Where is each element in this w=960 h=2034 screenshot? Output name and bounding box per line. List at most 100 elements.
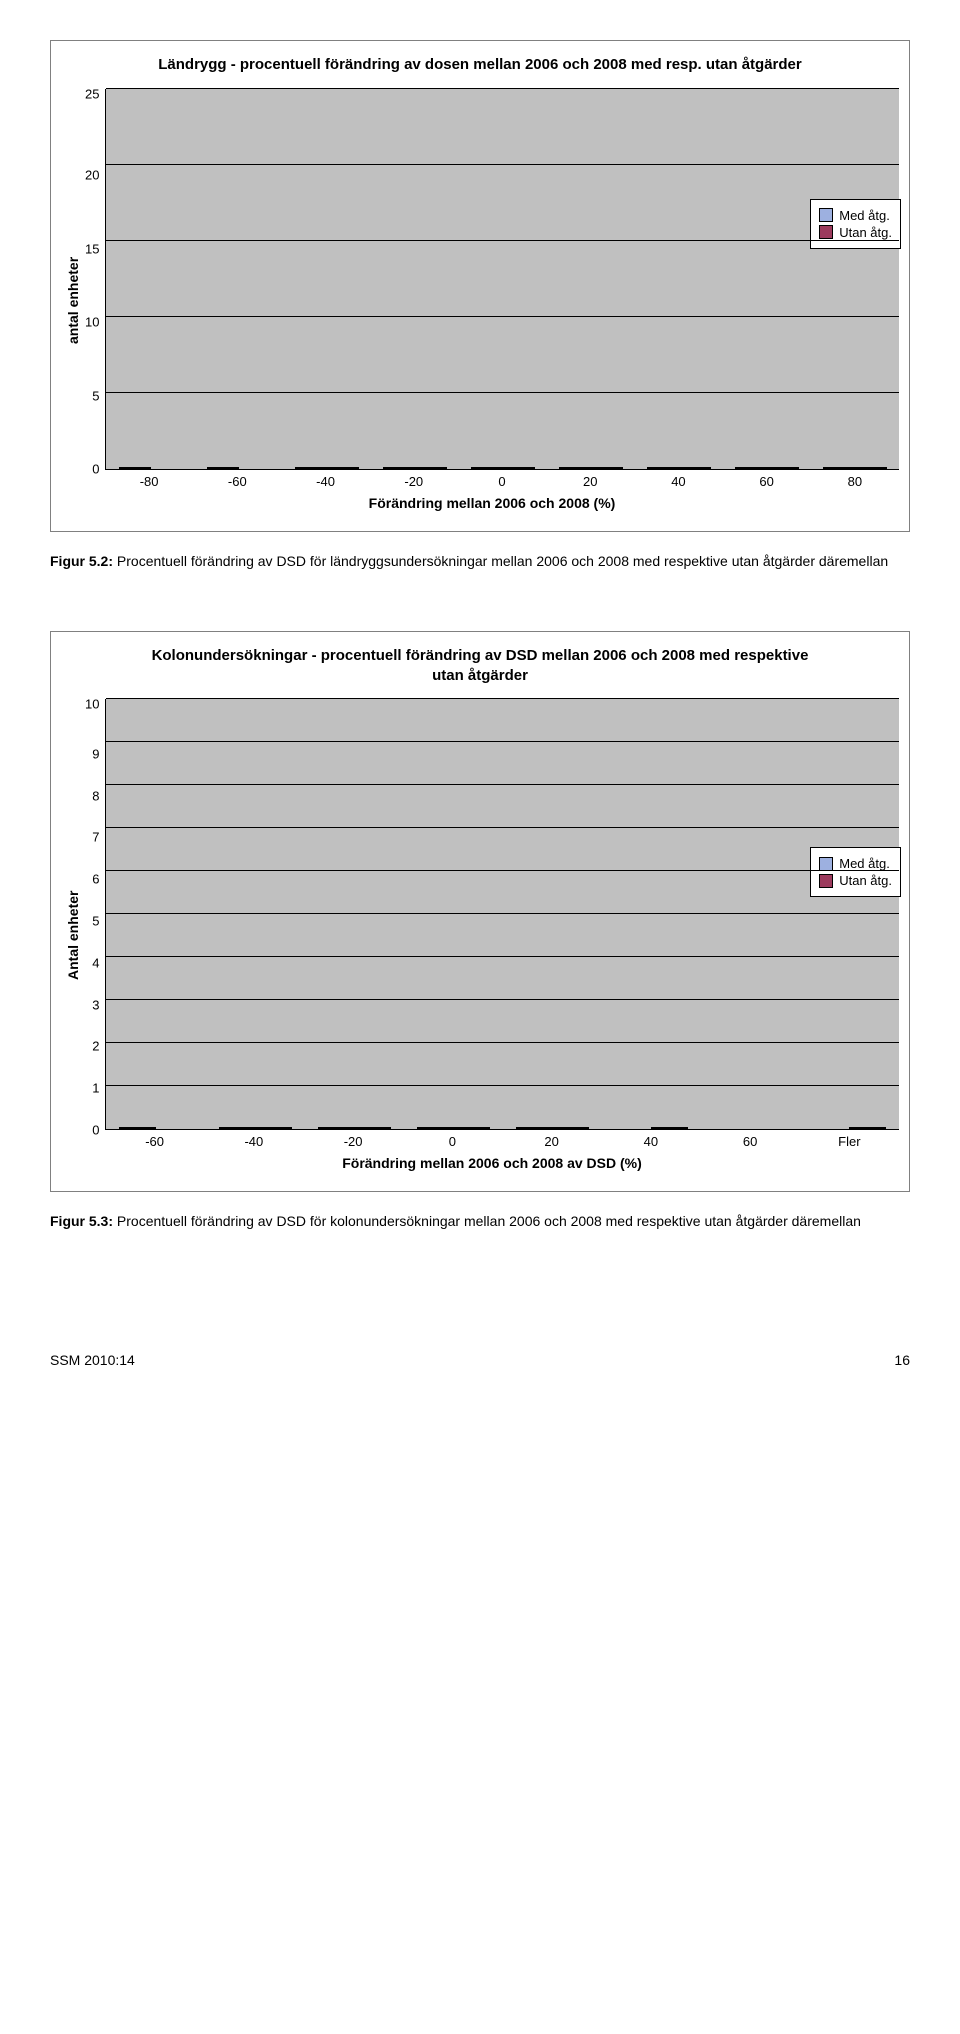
bar-group bbox=[602, 1127, 701, 1129]
legend-swatch bbox=[819, 208, 833, 222]
footer-doc-id: SSM 2010:14 bbox=[50, 1352, 135, 1368]
bar bbox=[295, 467, 327, 469]
bar bbox=[767, 467, 799, 469]
chart2-xlabel: Förändring mellan 2006 och 2008 av DSD (… bbox=[85, 1155, 899, 1171]
gridline bbox=[106, 164, 899, 165]
legend-swatch bbox=[819, 225, 833, 239]
bar-group bbox=[547, 467, 635, 469]
gridline bbox=[106, 827, 899, 828]
chart2-legend: Med åtg. Utan åtg. bbox=[810, 847, 901, 897]
xtick-label: 0 bbox=[403, 1130, 502, 1149]
ytick-label: 1 bbox=[92, 1082, 99, 1095]
chart1-plot-area: Med åtg.Utan åtg. bbox=[105, 89, 899, 470]
chart1-legend: Med åtg.Utan åtg. bbox=[810, 199, 901, 249]
xtick-label: -40 bbox=[281, 470, 369, 489]
page-footer: SSM 2010:14 16 bbox=[50, 1352, 910, 1368]
caption2-rest: Procentuell förändring av DSD för kolonu… bbox=[113, 1213, 861, 1229]
bar-group bbox=[283, 467, 371, 469]
ytick-label: 6 bbox=[92, 873, 99, 886]
caption1-bold: Figur 5.2: bbox=[50, 553, 113, 569]
gridline bbox=[106, 741, 899, 742]
bar-group bbox=[206, 1127, 305, 1129]
legend-label: Utan åtg. bbox=[839, 225, 892, 240]
xtick-label: -60 bbox=[193, 470, 281, 489]
chart1-xticks: -80-60-40-20020406080 bbox=[105, 470, 899, 489]
chart-kolon: Kolonundersökningar - procentuell föränd… bbox=[50, 631, 910, 1192]
ytick-label: 2 bbox=[92, 1040, 99, 1053]
legend-label: Med åtg. bbox=[839, 856, 890, 871]
xtick-label: -20 bbox=[304, 1130, 403, 1149]
bar-group bbox=[635, 467, 723, 469]
chart2-title: Kolonundersökningar - procentuell föränd… bbox=[145, 646, 815, 685]
xtick-label: 40 bbox=[601, 1130, 700, 1149]
chart2-yticks: 109876543210 bbox=[85, 699, 105, 1130]
gridline bbox=[106, 88, 899, 89]
bar bbox=[255, 1127, 292, 1129]
bar bbox=[417, 1127, 454, 1129]
xtick-label: 40 bbox=[634, 470, 722, 489]
gridline bbox=[106, 698, 899, 699]
gridline bbox=[106, 240, 899, 241]
gridline bbox=[106, 913, 899, 914]
bar bbox=[559, 467, 591, 469]
gridline bbox=[106, 784, 899, 785]
ytick-label: 25 bbox=[85, 87, 99, 100]
bar-group bbox=[811, 467, 899, 469]
chart1-title: Ländrygg - procentuell förändring av dos… bbox=[145, 55, 815, 75]
ytick-label: 5 bbox=[92, 389, 99, 402]
bar-group bbox=[106, 1127, 205, 1129]
legend-label: Utan åtg. bbox=[839, 873, 892, 888]
gridline bbox=[106, 316, 899, 317]
chart1-yticks: 2520151050 bbox=[85, 89, 105, 470]
ytick-label: 0 bbox=[92, 463, 99, 476]
legend-item: Med åtg. bbox=[819, 856, 892, 871]
bar bbox=[516, 1127, 553, 1129]
footer-page-number: 16 bbox=[894, 1352, 910, 1368]
chart1-bars bbox=[106, 89, 899, 469]
bar bbox=[591, 467, 623, 469]
chart-landrygg: Ländrygg - procentuell förändring av dos… bbox=[50, 40, 910, 532]
chart2-xticks: -60-40-200204060Fler bbox=[105, 1130, 899, 1149]
gridline bbox=[106, 1042, 899, 1043]
bar bbox=[207, 467, 239, 469]
ytick-label: 0 bbox=[92, 1124, 99, 1137]
ytick-label: 10 bbox=[85, 698, 99, 711]
chart2-ylabel: Antal enheter bbox=[61, 699, 85, 1171]
figure-5-3-caption: Figur 5.3: Procentuell förändring av DSD… bbox=[50, 1212, 910, 1232]
gridline bbox=[106, 956, 899, 957]
bar bbox=[327, 467, 359, 469]
gridline bbox=[106, 392, 899, 393]
bar bbox=[383, 467, 415, 469]
ytick-label: 3 bbox=[92, 998, 99, 1011]
bar bbox=[651, 1127, 688, 1129]
bar-group bbox=[723, 467, 811, 469]
xtick-label: 20 bbox=[502, 1130, 601, 1149]
bar bbox=[415, 467, 447, 469]
bar bbox=[849, 1127, 886, 1129]
figure-5-2-caption: Figur 5.2: Procentuell förändring av DSD… bbox=[50, 552, 910, 572]
bar-group bbox=[195, 467, 283, 469]
gridline bbox=[106, 1085, 899, 1086]
xtick-label: 80 bbox=[811, 470, 899, 489]
legend-swatch bbox=[819, 857, 833, 871]
legend-item: Utan åtg. bbox=[819, 225, 892, 240]
bar-group bbox=[459, 467, 547, 469]
xtick-label: 20 bbox=[546, 470, 634, 489]
ytick-label: 20 bbox=[85, 169, 99, 182]
xtick-label: -40 bbox=[204, 1130, 303, 1149]
chart1-ylabel: antal enheter bbox=[61, 89, 85, 511]
bar-group bbox=[404, 1127, 503, 1129]
chart2-plot-area: Med åtg. Utan åtg. bbox=[105, 699, 899, 1130]
bar bbox=[679, 467, 711, 469]
chart2-bars bbox=[106, 699, 899, 1129]
xtick-label: 60 bbox=[701, 1130, 800, 1149]
bar bbox=[503, 467, 535, 469]
chart2-plot-wrap: Antal enheter 109876543210 Med åtg.Utan … bbox=[61, 699, 899, 1171]
ytick-label: 7 bbox=[92, 831, 99, 844]
caption1-rest: Procentuell förändring av DSD för ländry… bbox=[113, 553, 888, 569]
chart1-plot-wrap: antal enheter 2520151050 Med åtg.Utan åt… bbox=[61, 89, 899, 511]
bar bbox=[823, 467, 855, 469]
bar bbox=[735, 467, 767, 469]
bar bbox=[552, 1127, 589, 1129]
ytick-label: 8 bbox=[92, 789, 99, 802]
